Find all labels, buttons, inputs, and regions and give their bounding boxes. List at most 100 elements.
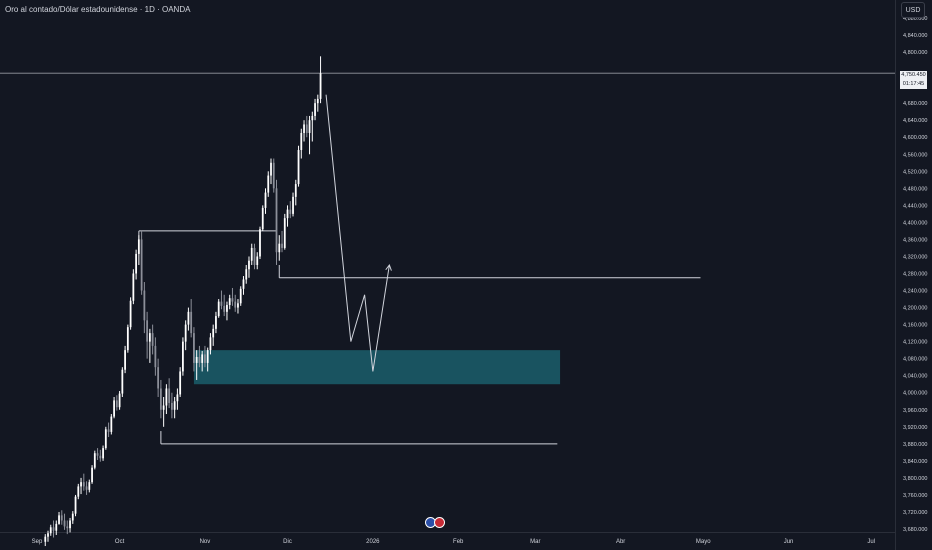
candle-body [58, 515, 60, 524]
candle [60, 510, 63, 525]
candle [198, 345, 201, 368]
candle [132, 269, 135, 305]
price-tick-label: 4,600.000 [903, 135, 927, 141]
projection-arrowhead [385, 263, 392, 271]
candle [58, 511, 60, 525]
candle [308, 115, 311, 155]
demand-zone-rectangle[interactable] [193, 350, 561, 385]
candle [184, 320, 187, 351]
candle-body [157, 367, 160, 389]
candle [159, 379, 162, 419]
candle-body [201, 354, 204, 363]
price-tick-label: 4,160.000 [903, 323, 927, 329]
candle-body [132, 273, 135, 301]
candle [118, 391, 121, 410]
candle [278, 235, 281, 261]
candle-body [228, 298, 231, 306]
time-tick-label: Mar [530, 539, 540, 545]
candle [294, 179, 297, 206]
candle-body [204, 354, 206, 363]
candle-body [140, 239, 143, 291]
price-axis[interactable]: 4,880.000 4,840.000 4,800.000 4,680.000 4,64… [903, 16, 927, 533]
currency-button[interactable]: USD [901, 2, 925, 18]
candle [179, 367, 182, 397]
candle-body [74, 496, 77, 514]
us-flag-icon[interactable] [434, 517, 445, 528]
candle-body [102, 448, 104, 459]
candle-body [300, 132, 303, 151]
candle-body [275, 188, 278, 253]
projection-path[interactable] [325, 94, 390, 372]
time-axis[interactable]: Sep Oct Nov Dic 2026 Feb Mar Abr Mayo Jun Jul [32, 539, 875, 545]
annotation-layer[interactable] [0, 72, 895, 445]
price-tick-label: 4,400.000 [903, 220, 927, 226]
candle-body [245, 269, 248, 280]
price-tick-label: 4,240.000 [903, 289, 927, 295]
candle [162, 396, 165, 427]
candle-body [110, 416, 113, 432]
candle [270, 158, 272, 185]
candle [237, 299, 239, 314]
candle-body [303, 124, 305, 133]
price-tick-label: 3,760.000 [903, 493, 927, 499]
candle-body [316, 98, 319, 104]
candle [297, 145, 300, 187]
candle-body [209, 337, 212, 351]
candle [228, 294, 231, 310]
candle [85, 481, 88, 495]
candle [209, 333, 212, 355]
candle-body [308, 120, 311, 133]
price-tick-label: 4,840.000 [903, 33, 927, 39]
candle-body [47, 533, 49, 537]
candle-body [272, 162, 275, 189]
candle [88, 479, 91, 493]
candle-body [118, 393, 121, 408]
candle-body [82, 482, 85, 487]
candle-body [223, 305, 226, 312]
price-tick-label: 3,960.000 [903, 408, 927, 414]
price-tick-label: 3,880.000 [903, 442, 927, 448]
candle [154, 337, 157, 376]
candle [110, 414, 113, 435]
candle [220, 290, 223, 310]
candle-body [270, 162, 272, 176]
candle-body [217, 301, 220, 317]
plot-background [0, 0, 895, 532]
candle [316, 94, 319, 112]
candle-body [319, 73, 322, 99]
candle [215, 311, 217, 334]
candle-body [55, 523, 58, 531]
candle [204, 345, 206, 368]
candle-body [49, 527, 52, 534]
candle-body [314, 103, 316, 116]
candle-body [162, 405, 165, 410]
candle [272, 158, 275, 193]
candle [135, 249, 138, 280]
candle-body [256, 256, 259, 265]
candle [176, 388, 179, 410]
candle [195, 350, 198, 380]
price-tick-label: 4,320.000 [903, 254, 927, 260]
candle-body [278, 243, 281, 253]
candle [49, 524, 52, 536]
time-tick-label: Jun [784, 539, 794, 545]
candle-body [154, 345, 157, 368]
candle-body [242, 279, 245, 289]
candle-body [104, 429, 107, 449]
candle [129, 297, 132, 330]
candle [173, 396, 176, 419]
candle-body [124, 350, 126, 370]
price-tick-label: 4,680.000 [903, 101, 927, 107]
candle [96, 448, 99, 461]
candle [82, 473, 85, 491]
last-price-label: 4,750.450 01:17:45 [900, 71, 927, 89]
candle-body [286, 209, 289, 219]
candle-body [60, 515, 63, 521]
projection-layer[interactable] [325, 94, 392, 372]
candle [256, 252, 259, 270]
candle [242, 276, 245, 295]
price-tick-label: 3,920.000 [903, 425, 927, 431]
candle [226, 301, 228, 321]
candle [264, 188, 267, 214]
